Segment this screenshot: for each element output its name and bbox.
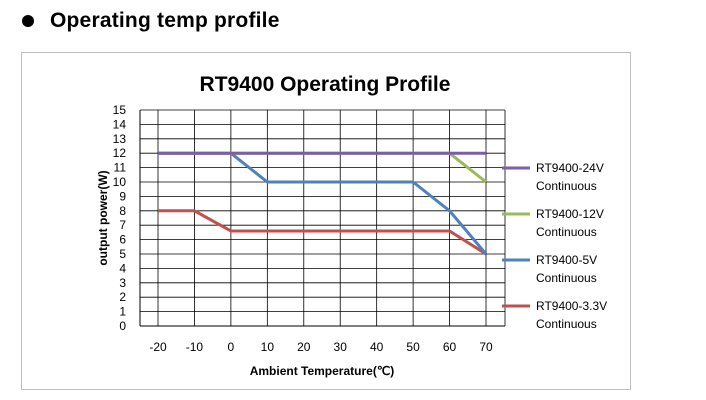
y-tick-label: 10 — [113, 175, 127, 189]
y-tick-label: 2 — [119, 290, 126, 304]
legend-label: RT9400-12V — [536, 207, 604, 221]
y-axis-label: output power(W) — [96, 170, 110, 265]
x-tick-label: 0 — [228, 340, 235, 354]
y-tick-label: 15 — [113, 103, 127, 117]
x-tick-label: 60 — [443, 340, 457, 354]
bullet-dot-icon — [22, 15, 34, 27]
grid-lines — [140, 109, 505, 327]
y-tick-label: 6 — [119, 233, 126, 247]
y-tick-label: 5 — [119, 247, 126, 261]
series-line-rt9400-5v — [158, 151, 488, 255]
x-tick-label: 30 — [334, 340, 348, 354]
y-tick-label: 14 — [113, 117, 127, 131]
x-tick-label: 70 — [479, 340, 493, 354]
legend-label: RT9400-5V — [536, 253, 597, 267]
y-tick-label: 11 — [114, 161, 127, 175]
section-heading: Operating temp profile — [22, 6, 280, 36]
x-tick-label: -10 — [186, 340, 204, 354]
chart-frame — [21, 52, 631, 390]
series-line-rt9400-3-3v — [158, 209, 487, 256]
x-axis-label: Ambient Temperature(℃) — [250, 364, 395, 378]
legend-label-sub: Continuous — [536, 271, 597, 285]
section-heading-text: Operating temp profile — [50, 9, 280, 32]
y-tick-label: 13 — [113, 132, 127, 146]
y-tick-label: 4 — [119, 261, 126, 275]
y-tick-label: 12 — [113, 146, 127, 160]
chart-title: RT9400 Operating Profile — [200, 73, 451, 96]
series-lines — [158, 151, 488, 256]
y-tick-label: 9 — [119, 189, 126, 203]
legend-label-sub: Continuous — [536, 179, 597, 193]
y-tick-label: 3 — [119, 276, 126, 290]
y-tick-label: 8 — [119, 204, 126, 218]
y-tick-label: 1 — [119, 305, 126, 319]
x-tick-label: 20 — [297, 340, 311, 354]
y-tick-label: 0 — [119, 319, 126, 333]
x-tick-label: 50 — [406, 340, 420, 354]
legend-label-sub: Continuous — [536, 225, 597, 239]
legend-label: RT9400-3.3V — [536, 299, 607, 313]
x-tick-label: -20 — [149, 340, 167, 354]
x-tick-label: 10 — [261, 340, 275, 354]
x-tick-label: 40 — [370, 340, 384, 354]
legend: RT9400-24V Continuous RT9400-12V Continuous… — [502, 161, 607, 331]
y-tick-label: 7 — [119, 218, 126, 232]
legend-label-sub: Continuous — [536, 317, 597, 331]
legend-label: RT9400-24V — [536, 161, 604, 175]
axes — [139, 110, 506, 327]
